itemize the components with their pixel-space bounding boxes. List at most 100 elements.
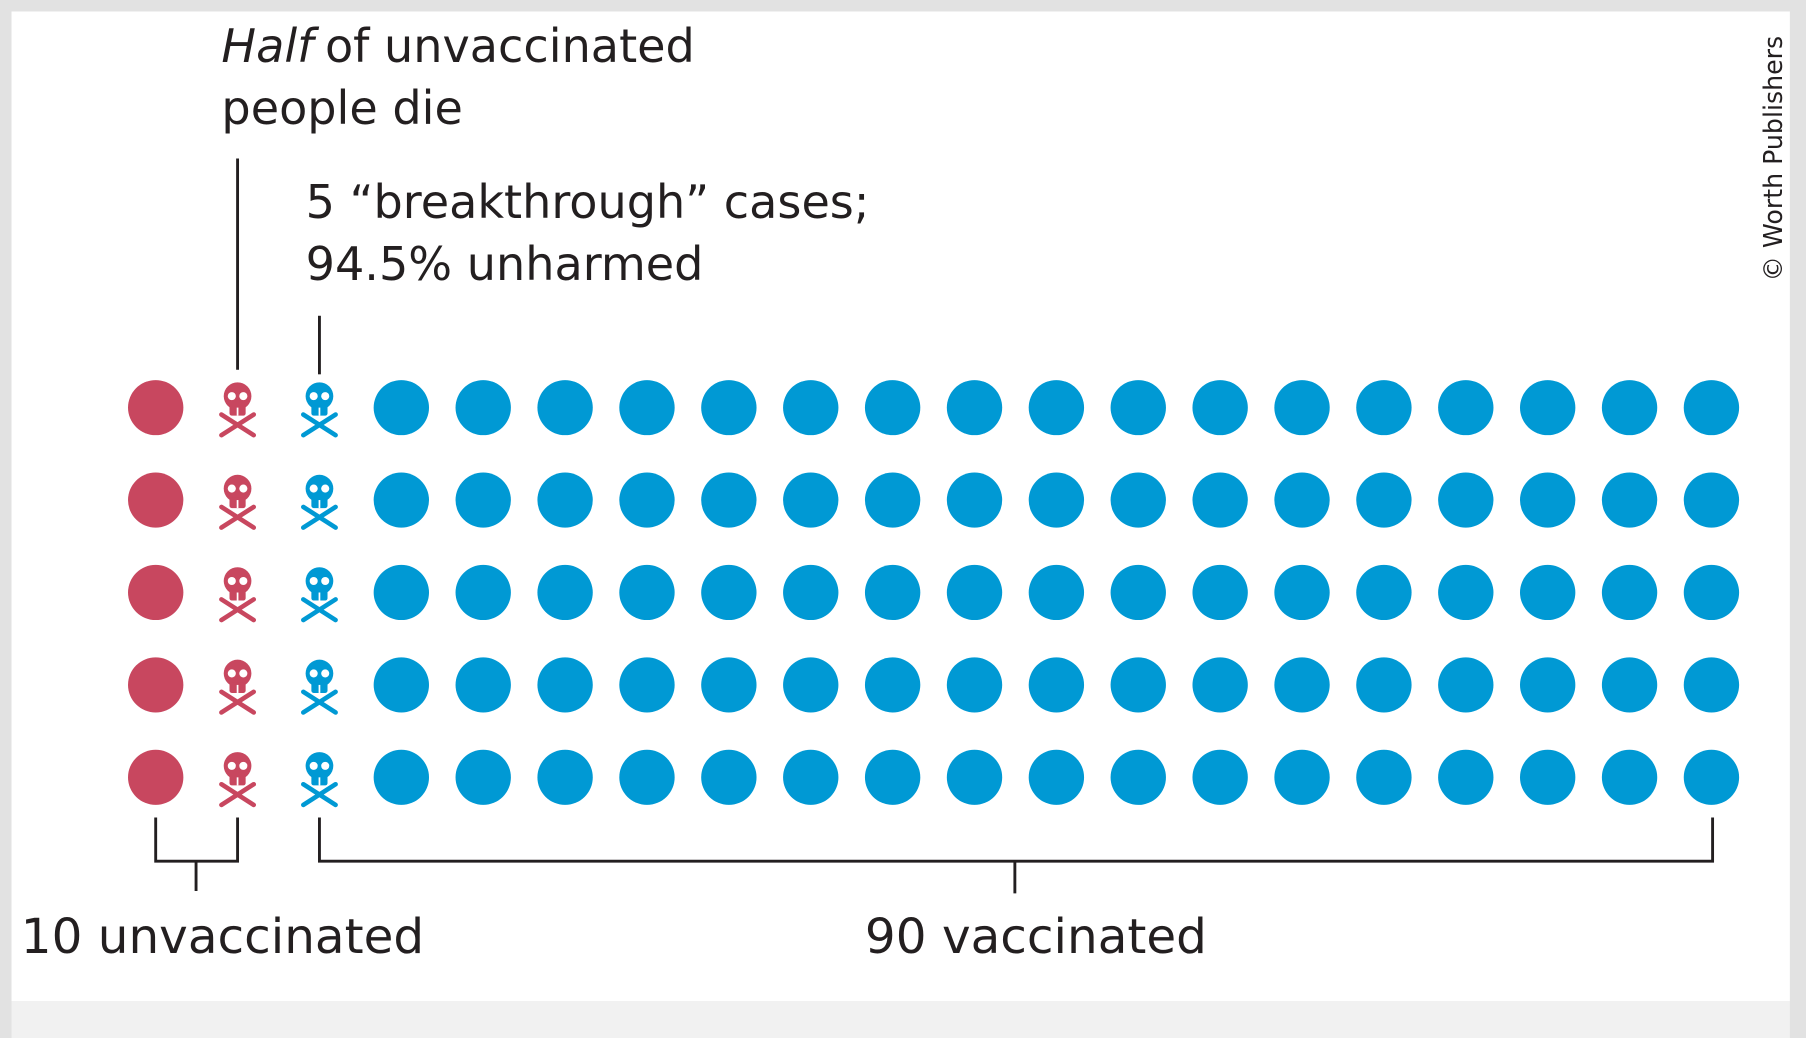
eye xyxy=(321,484,330,493)
dot xyxy=(373,380,430,436)
dot xyxy=(1519,749,1576,805)
head xyxy=(223,567,252,595)
emphasis: Half xyxy=(221,19,319,73)
dot xyxy=(1356,749,1412,805)
eye xyxy=(239,669,248,678)
dot xyxy=(1519,564,1576,621)
skull xyxy=(301,382,338,438)
eye xyxy=(321,576,330,586)
dot xyxy=(864,657,921,713)
skull xyxy=(219,567,257,623)
eye xyxy=(321,761,330,770)
dot xyxy=(1438,657,1494,713)
head xyxy=(305,752,334,780)
bracket xyxy=(154,817,240,892)
dot xyxy=(1356,657,1412,713)
dot xyxy=(1683,749,1740,805)
dot xyxy=(1356,564,1412,621)
dot xyxy=(1438,472,1494,528)
dot xyxy=(1192,472,1248,528)
eye xyxy=(321,669,330,678)
dot xyxy=(946,657,1003,713)
dot xyxy=(1192,380,1248,436)
eye xyxy=(227,576,236,586)
dot xyxy=(1192,749,1248,805)
dot xyxy=(1601,564,1658,621)
dot xyxy=(619,380,675,436)
dot xyxy=(1028,564,1085,621)
dot xyxy=(1438,564,1494,621)
skull xyxy=(219,474,257,530)
dot xyxy=(864,749,921,805)
dot xyxy=(1356,380,1412,436)
head xyxy=(223,659,252,688)
deaths-label: Half of unvaccinated xyxy=(221,19,694,73)
dot xyxy=(1683,472,1740,528)
unvaccinated-label: 10 unvaccinated xyxy=(21,909,424,965)
eye xyxy=(321,392,330,401)
dot xyxy=(619,472,675,528)
dot xyxy=(128,472,184,528)
dot xyxy=(1438,380,1494,436)
dot xyxy=(537,472,593,528)
skull xyxy=(219,659,257,715)
eye xyxy=(309,761,318,770)
dot xyxy=(537,380,593,436)
dot xyxy=(946,749,1003,805)
dot xyxy=(783,380,839,436)
head xyxy=(305,567,334,595)
dot xyxy=(619,564,675,621)
footer-strip xyxy=(11,1001,1790,1038)
eye xyxy=(227,669,236,678)
dot xyxy=(455,380,511,436)
eye xyxy=(239,484,248,493)
bone xyxy=(301,689,338,715)
dot xyxy=(1683,380,1740,436)
dot xyxy=(864,472,921,528)
head xyxy=(305,474,334,503)
dot xyxy=(1110,472,1166,528)
head xyxy=(305,659,334,688)
dot xyxy=(128,749,184,805)
bone xyxy=(301,504,338,530)
dot xyxy=(1110,657,1166,713)
dot xyxy=(1028,380,1085,436)
dot xyxy=(701,749,757,805)
dot xyxy=(373,749,430,805)
head xyxy=(223,382,252,410)
icon-array xyxy=(128,380,1740,808)
head xyxy=(223,752,252,780)
dot xyxy=(701,380,757,436)
dot xyxy=(455,564,511,621)
dot xyxy=(1683,657,1740,713)
dot xyxy=(619,657,675,713)
dot xyxy=(1356,472,1412,528)
dot xyxy=(1601,749,1658,805)
dot xyxy=(537,564,593,621)
deaths-label-2: people die xyxy=(221,81,462,135)
dot xyxy=(946,380,1003,436)
dot xyxy=(701,564,757,621)
eye xyxy=(227,761,236,770)
bone xyxy=(219,597,257,623)
bone xyxy=(219,504,257,530)
bone xyxy=(301,412,338,438)
dot xyxy=(1274,472,1330,528)
dot xyxy=(783,564,839,621)
dot xyxy=(1274,564,1330,621)
dot xyxy=(701,657,757,713)
dot xyxy=(537,749,593,805)
dot xyxy=(1110,749,1166,805)
dot xyxy=(946,472,1003,528)
dot xyxy=(455,472,511,528)
dot xyxy=(701,472,757,528)
breakthrough-label: 5 “breakthrough” cases; xyxy=(306,175,870,229)
dot xyxy=(946,564,1003,621)
bone xyxy=(219,781,257,808)
eye xyxy=(239,392,248,401)
dot xyxy=(1192,564,1248,621)
dot xyxy=(1601,472,1658,528)
dot xyxy=(864,564,921,621)
dot xyxy=(1601,657,1658,713)
